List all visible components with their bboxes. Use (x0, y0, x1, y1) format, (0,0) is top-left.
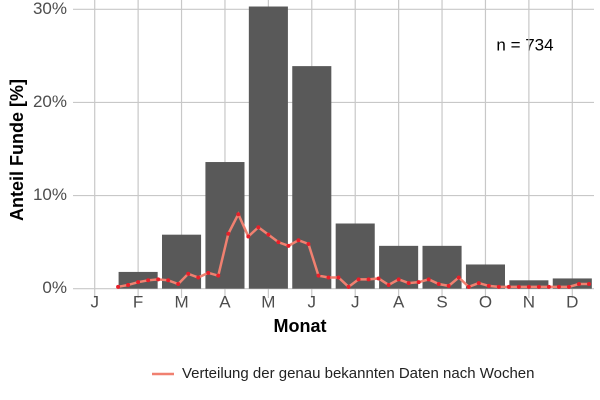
bar (552, 278, 592, 289)
x-tick-label: M (174, 292, 188, 311)
bar (422, 245, 462, 289)
series-point (386, 282, 391, 287)
series-point (396, 277, 401, 282)
series-point (496, 284, 501, 289)
legend-label: Verteilung der genau bekannten Daten nac… (182, 365, 535, 382)
x-tick-label: J (308, 292, 317, 311)
series-point (346, 284, 351, 289)
annotation: n = 734 (496, 35, 553, 54)
series-point (216, 273, 221, 278)
series-point (526, 284, 531, 289)
x-tick-label: N (523, 292, 535, 311)
series-point (296, 238, 301, 243)
x-tick-label: F (133, 292, 143, 311)
series-point (286, 243, 291, 248)
bar (248, 6, 288, 289)
series-point (256, 225, 261, 230)
y-axis-title: Anteil Funde [%] (7, 79, 27, 221)
series-point (226, 231, 231, 236)
series-point (186, 271, 191, 276)
series-point (116, 284, 121, 289)
series-point (376, 276, 381, 281)
series-point (336, 275, 341, 280)
x-tick-label: M (261, 292, 275, 311)
series-point (356, 277, 361, 282)
series-point (586, 282, 591, 287)
series-point (316, 273, 321, 278)
series-point (576, 282, 581, 287)
y-tick-label: 20% (33, 92, 67, 111)
series-point (176, 282, 181, 287)
series-point (166, 278, 171, 283)
series-point (126, 282, 131, 287)
x-tick-label: D (566, 292, 578, 311)
series-point (246, 234, 251, 239)
series-point (436, 282, 441, 287)
x-tick-label: J (351, 292, 360, 311)
series-point (196, 275, 201, 280)
series-point (506, 284, 511, 289)
series-point (446, 283, 451, 288)
series-point (556, 284, 561, 289)
series-point (206, 270, 211, 275)
x-tick-label: A (219, 292, 231, 311)
series-point (516, 284, 521, 289)
series-point (266, 232, 271, 237)
x-tick-label: S (436, 292, 447, 311)
bar (509, 280, 549, 289)
series-point (416, 280, 421, 285)
series-point (326, 275, 331, 280)
series-point (566, 284, 571, 289)
y-tick-label: 30% (33, 0, 67, 18)
series-point (136, 280, 141, 285)
y-tick-label: 10% (33, 185, 67, 204)
series-point (456, 275, 461, 280)
x-axis-title: Monat (274, 316, 327, 336)
series-point (276, 240, 281, 245)
series-point (426, 277, 431, 282)
series-point (466, 284, 471, 289)
series-point (406, 281, 411, 286)
series-point (306, 241, 311, 246)
series-point (366, 277, 371, 282)
series-point (146, 278, 151, 283)
x-tick-label: O (479, 292, 492, 311)
series-point (486, 283, 491, 288)
series-point (156, 277, 161, 282)
x-tick-label: A (393, 292, 405, 311)
series-point (236, 212, 241, 217)
y-tick-label: 0% (42, 278, 67, 297)
series-point (476, 281, 481, 286)
series-point (536, 284, 541, 289)
bar (205, 162, 245, 289)
x-tick-label: J (90, 292, 99, 311)
series-point (546, 284, 551, 289)
